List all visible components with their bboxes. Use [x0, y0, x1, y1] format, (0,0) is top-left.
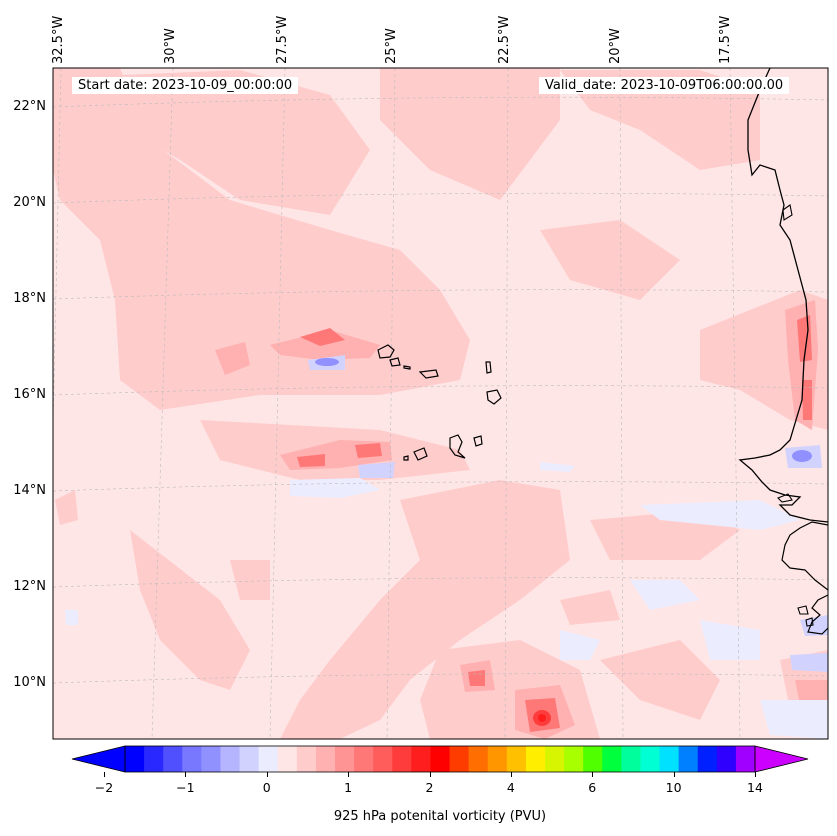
pv-band-negative-weak	[65, 462, 828, 739]
colorbar-tick-mark	[266, 772, 268, 777]
colorbar-swatch	[678, 746, 699, 772]
colorbar-swatch	[315, 746, 336, 772]
colorbar-tick-label: 2	[425, 780, 434, 795]
colorbar-swatch	[392, 746, 412, 772]
colorbar-swatch	[373, 746, 393, 772]
colorbar-tick-mark	[104, 772, 105, 777]
colorbar-swatch	[449, 746, 470, 772]
colorbar-tick-label: −1	[176, 780, 195, 795]
colorbar-tick-mark	[673, 772, 675, 777]
colorbar-frame	[124, 745, 756, 773]
colorbar-swatch	[239, 746, 260, 772]
longitude-label: 30°W	[163, 28, 178, 64]
longitude-label: 32.5°W	[51, 15, 66, 64]
pv-band-negative-strong	[315, 358, 812, 462]
colorbar-swatch	[487, 746, 508, 772]
colorbar-tick-label: 0	[262, 780, 271, 795]
map-frame	[52, 67, 829, 740]
colorbar-swatch	[506, 746, 527, 772]
latitude-label: 16°N	[13, 387, 46, 402]
colorbar-tick-mark	[592, 772, 594, 777]
colorbar-swatch	[182, 746, 202, 772]
longitude-label: 22.5°W	[497, 15, 512, 64]
colorbar-tick-label: 4	[506, 780, 515, 795]
colorbar-swatch	[564, 746, 584, 772]
colorbar-swatch	[354, 746, 374, 772]
pv-band-max	[538, 714, 546, 722]
colorbar-tick-mark	[185, 772, 187, 777]
cape-verde-islands	[377, 344, 502, 461]
colorbar-tick-label: 1	[344, 780, 353, 795]
colorbar-swatch	[144, 746, 164, 772]
colorbar-swatch	[545, 746, 565, 772]
latitude-label: 20°N	[13, 195, 46, 210]
latitude-label: 14°N	[13, 483, 46, 498]
graticule	[53, 68, 828, 739]
colorbar-tick-mark	[510, 772, 512, 777]
colorbar-swatch	[258, 746, 279, 772]
colorbar-swatch	[716, 746, 737, 772]
colorbar-swatch	[201, 746, 221, 772]
longitude-label: 20°W	[608, 28, 623, 64]
colorbar-swatch	[735, 746, 756, 772]
colorbar-tick-mark	[348, 772, 350, 777]
longitude-label: 27.5°W	[275, 15, 290, 64]
colorbar-tick-label: 6	[588, 780, 597, 795]
colorbar-swatch	[602, 746, 622, 772]
colorbar-swatch	[411, 746, 431, 772]
latitude-label: 18°N	[13, 291, 46, 306]
pv-contour-field	[53, 68, 828, 739]
colorbar-swatch	[525, 746, 546, 772]
colorbar-swatch	[125, 746, 145, 772]
colorbar-swatch	[659, 746, 680, 772]
colorbar-label: 925 hPa potenital vorticity (PVU)	[333, 809, 547, 824]
colorbar-swatch	[468, 746, 489, 772]
latitude-label: 22°N	[13, 99, 46, 114]
colorbar-swatch	[163, 746, 183, 772]
colorbar-tick-label: 10	[665, 780, 682, 795]
colorbar-swatch	[335, 746, 355, 772]
start-date-label: Start date: 2023-10-09_00:00:00	[72, 77, 299, 94]
colorbar-swatch	[621, 746, 641, 772]
colorbar-tick-label: −2	[94, 780, 114, 795]
longitude-label: 25°W	[384, 28, 399, 64]
valid-date-label: Valid_date: 2023-10-09T06:00:00.00	[539, 77, 790, 94]
colorbar-swatch	[430, 746, 451, 772]
colorbar-swatch	[583, 746, 603, 772]
colorbar-swatch	[296, 746, 317, 772]
colorbar-extend-low	[71, 745, 126, 773]
coastal-islands	[777, 204, 814, 627]
coastline-guinea	[781, 521, 828, 591]
colorbar	[71, 745, 809, 773]
coastline-south	[807, 594, 828, 635]
colorbar-swatch	[697, 746, 718, 772]
colorbar-swatch	[220, 746, 241, 772]
colorbar-swatch	[640, 746, 661, 772]
latitude-label: 12°N	[13, 579, 46, 594]
coastline-africa	[738, 68, 828, 523]
latitude-label: 10°N	[13, 675, 46, 690]
colorbar-swatch	[277, 746, 298, 772]
pv-band-negative-mid	[308, 355, 828, 672]
colorbar-extend-high	[754, 745, 809, 773]
colorbar-tick-label: 14	[747, 780, 763, 795]
longitude-label: 17.5°W	[718, 15, 733, 64]
colorbar-tick-mark	[429, 772, 431, 777]
colorbar-tick-mark	[755, 772, 756, 777]
